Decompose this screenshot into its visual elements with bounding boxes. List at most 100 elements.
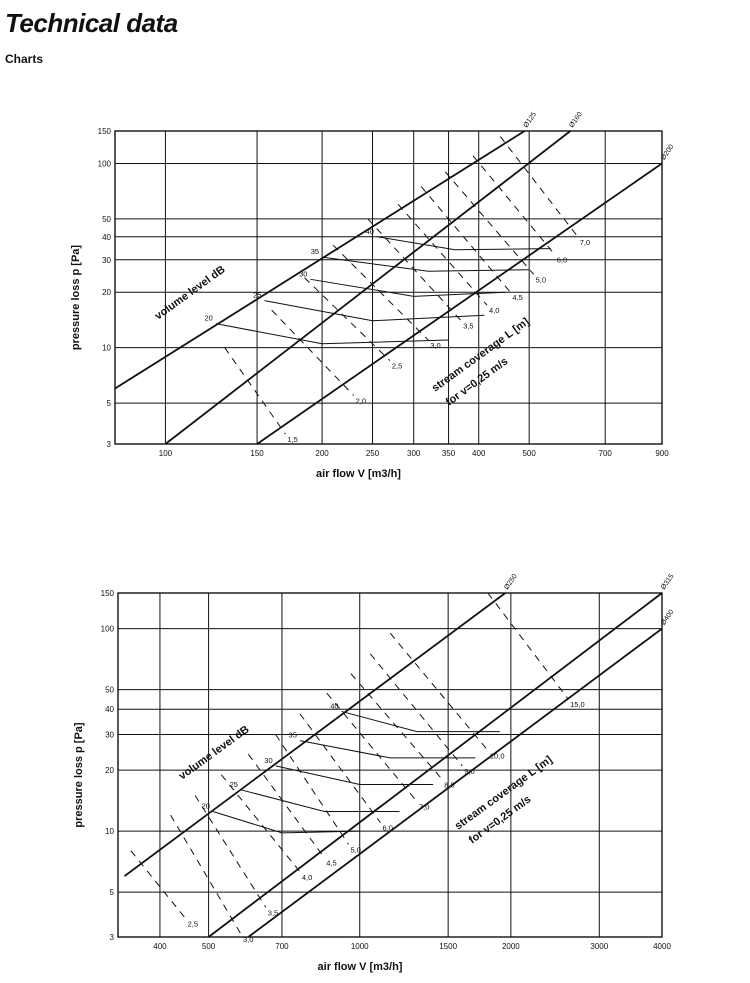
coverage-label: 4,0 [489,306,499,315]
x-tick-label: 300 [407,449,421,458]
x-tick-label: 900 [655,449,669,458]
coverage-line [389,632,489,751]
y-tick-label: 3 [107,440,112,449]
volume-label: 30 [299,269,307,278]
coverage-line [247,753,325,858]
coverage-line [444,171,535,275]
coverage-line [332,244,429,341]
coverage-line [170,814,242,935]
chart-upper: 100 150 200 250 300 350 400 500 700 9003510203040… [70,111,676,480]
y-tick-label: 5 [107,399,112,408]
y-tick-label: 150 [101,589,115,598]
coverage-line [299,713,381,824]
volume-line [341,710,500,733]
page-title: Technical data [5,8,178,38]
coverage-line [271,309,355,396]
volume-label: 20 [205,314,213,323]
volume-label: 35 [311,247,319,256]
y-axis-title: pressure loss p [Pa] [70,245,82,350]
coverage-line [326,692,418,802]
x-tick-label: 700 [599,449,613,458]
coverage-label: 3,5 [463,322,473,331]
x-tick-label: 4000 [653,942,671,951]
duct-line [114,130,526,390]
x-tick-label: 2000 [502,942,520,951]
x-tick-label: 500 [202,942,216,951]
y-tick-label: 100 [98,159,112,168]
y-tick-label: 10 [102,344,111,353]
duct-line [256,162,663,445]
volume-level-annotation: volume level dB [177,723,252,782]
coverage-line [420,186,511,293]
coverage-line [397,203,488,306]
coverage-label: 1,5 [287,435,297,444]
duct-line [164,130,571,445]
page-subtitle: Charts [5,52,44,66]
volume-label: 40 [330,701,338,710]
coverage-line [130,850,187,919]
volume-line [212,811,360,834]
coverage-label: 10,0 [490,752,505,761]
coverage-label: 2,5 [188,920,198,929]
coverage-label: 9,0 [464,767,474,776]
x-axis-title: air flow V [m3/h] [316,468,401,480]
y-tick-label: 3 [110,933,115,942]
volume-line [376,236,551,251]
coverage-label: 2,0 [356,397,366,406]
coverage-label: 7,0 [419,803,429,812]
y-tick-label: 20 [102,288,111,297]
coverage-line [369,653,463,767]
x-axis-title: air flow V [m3/h] [318,961,403,973]
coverage-label: 3,0 [430,341,440,350]
y-tick-label: 20 [105,766,114,775]
coverage-label: 4,5 [326,859,336,868]
y-tick-label: 5 [110,888,115,897]
coverage-label: 3,0 [243,935,253,944]
duct-label: Ø250 [503,573,519,591]
x-tick-label: 400 [472,449,486,458]
coverage-label: 15,0 [570,700,585,709]
coverage-line [224,347,286,435]
x-tick-label: 200 [315,449,329,458]
coverage-line [220,774,301,873]
y-tick-label: 30 [102,256,111,265]
volume-line [215,323,449,345]
y-tick-label: 10 [105,827,114,836]
x-tick-label: 1500 [439,942,457,951]
coverage-label: 5,0 [351,845,361,854]
x-tick-label: 250 [366,449,380,458]
x-tick-label: 3000 [590,942,608,951]
x-tick-label: 500 [522,449,536,458]
volume-label: 30 [264,756,272,765]
x-tick-label: 1000 [351,942,369,951]
coverage-label: 5,0 [536,275,546,284]
volume-label: 25 [230,780,238,789]
coverage-label: 6,0 [557,256,567,265]
coverage-line [275,734,349,845]
y-tick-label: 40 [105,705,114,714]
coverage-line [472,155,556,255]
coverage-label: 7,0 [580,238,590,247]
volume-line [275,765,434,785]
coverage-line [304,277,391,362]
duct-label: Ø315 [660,573,676,591]
coverage-label: 4,5 [512,293,522,302]
coverage-line [499,136,579,238]
coverage-line [487,592,569,700]
volume-line [310,278,506,297]
coverage-label: 2,5 [392,362,402,371]
y-tick-label: 50 [105,686,114,695]
coverage-label: 3,5 [268,908,278,917]
coverage-label: 6,0 [383,824,393,833]
y-tick-label: 40 [102,233,111,242]
volume-label: 40 [366,227,374,236]
volume-line [240,789,400,813]
duct-line [247,627,663,938]
y-tick-label: 100 [101,625,115,634]
y-axis-title: pressure loss p [Pa] [73,722,85,827]
x-tick-label: 150 [250,449,264,458]
volume-label: 20 [202,802,210,811]
duct-line [123,592,506,877]
coverage-label: 4,0 [302,873,312,882]
